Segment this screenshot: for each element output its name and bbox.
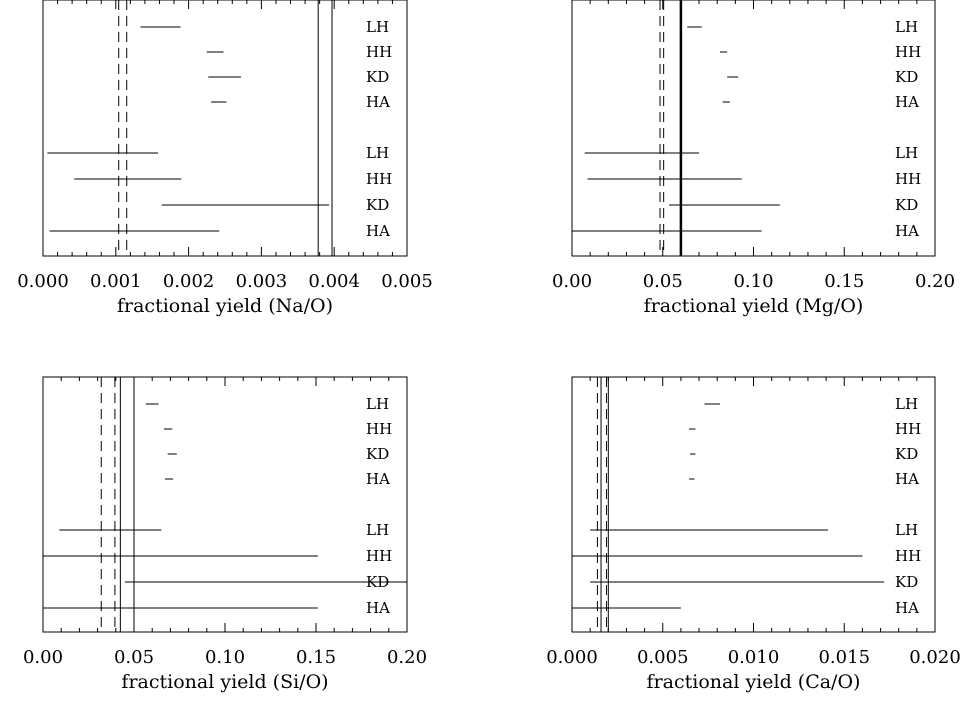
row-label-hh: HH: [366, 420, 392, 438]
x-axis-label: fractional yield (Ca/O): [647, 671, 861, 693]
plot-frame: [571, 376, 936, 633]
row-label-lh: LH: [366, 18, 389, 36]
row-label-hh: HH: [366, 170, 392, 188]
row-label-kd: KD: [895, 445, 918, 463]
row-label-hh: HH: [895, 170, 921, 188]
row-label-ha: HA: [895, 470, 919, 488]
x-axis-label: fractional yield (Mg/O): [644, 295, 864, 317]
x-axis-label: fractional yield (Si/O): [121, 671, 328, 693]
row-label-kd: KD: [895, 196, 918, 214]
row-label-kd: KD: [366, 68, 389, 86]
x-tick-label: 0.05: [643, 271, 683, 292]
x-tick-label: 0.001: [90, 271, 142, 292]
x-tick-label: 0.15: [824, 271, 864, 292]
x-tick-label: 0.15: [296, 647, 336, 668]
x-tick-label: 0.004: [308, 271, 360, 292]
row-label-lh: LH: [366, 521, 389, 539]
row-label-kd: KD: [895, 573, 918, 591]
plot-frame: [571, 0, 936, 257]
plot-frame: [42, 376, 408, 633]
row-label-lh: LH: [366, 395, 389, 413]
row-label-hh: HH: [895, 43, 921, 61]
x-tick-label: 0.002: [163, 271, 215, 292]
x-tick-label: 0.20: [387, 647, 427, 668]
row-label-kd: KD: [366, 196, 389, 214]
x-tick-label: 0.05: [114, 647, 154, 668]
x-tick-label: 0.00: [552, 271, 592, 292]
panel-4: 0.000 0.005 0.010 0.015 0.020 LH HH KD HA LH HH KD H…: [546, 376, 961, 693]
panel-3: 0.00 0.05 0.10 0.15 0.20 LH HH KD HA LH HH KD HA frac…: [23, 376, 427, 693]
row-label-ha: HA: [366, 470, 390, 488]
row-label-ha: HA: [366, 599, 390, 617]
row-label-ha: HA: [895, 222, 919, 240]
x-tick-label: 0.10: [733, 271, 773, 292]
panel-2: 0.00 0.05 0.10 0.15 0.20 LH HH KD HA LH HH KD HA frac…: [552, 0, 955, 317]
x-tick-label: 0.003: [236, 271, 288, 292]
x-tick-label: 0.020: [909, 647, 961, 668]
row-label-lh: LH: [895, 18, 918, 36]
row-label-kd: KD: [366, 445, 389, 463]
row-label-ha: HA: [366, 222, 390, 240]
row-label-lh: LH: [366, 144, 389, 162]
x-tick-label: 0.20: [915, 271, 955, 292]
x-tick-label: 0.10: [205, 647, 245, 668]
row-label-lh: LH: [895, 521, 918, 539]
row-label-kd: KD: [895, 68, 918, 86]
row-label-hh: HH: [895, 547, 921, 565]
row-label-lh: LH: [895, 395, 918, 413]
row-label-kd: KD: [366, 573, 389, 591]
plot-frame: [42, 0, 408, 257]
panel-1: 0.000 0.001 0.002 0.003 0.004 0.005 LH HH KD HA LH…: [17, 0, 433, 317]
x-tick-label: 0.000: [546, 647, 598, 668]
x-tick-label: 0.005: [637, 647, 689, 668]
row-label-hh: HH: [366, 547, 392, 565]
x-tick-label: 0.015: [818, 647, 870, 668]
row-label-ha: HA: [895, 93, 919, 111]
row-label-ha: HA: [895, 599, 919, 617]
row-label-ha: HA: [366, 93, 390, 111]
x-tick-label: 0.010: [728, 647, 780, 668]
x-tick-label: 0.00: [23, 647, 63, 668]
x-axis-label: fractional yield (Na/O): [117, 295, 333, 317]
row-label-hh: HH: [895, 420, 921, 438]
x-tick-label: 0.000: [17, 271, 69, 292]
row-label-lh: LH: [895, 144, 918, 162]
x-tick-label: 0.005: [381, 271, 433, 292]
row-label-hh: HH: [366, 43, 392, 61]
